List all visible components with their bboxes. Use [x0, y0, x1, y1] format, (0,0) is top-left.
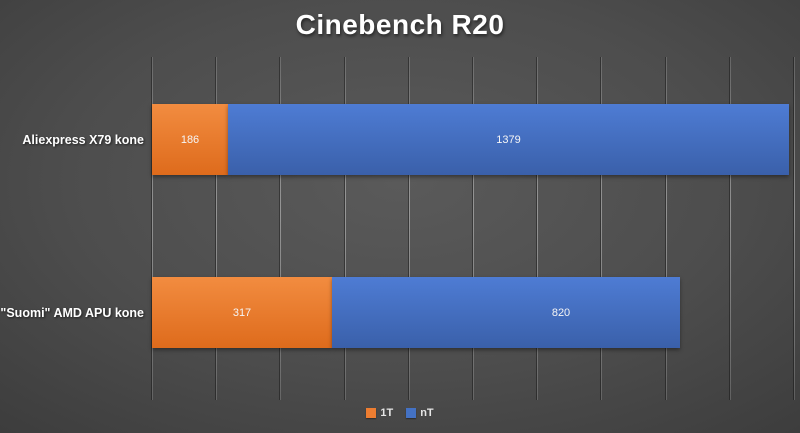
bar-row: 186 1379: [152, 104, 795, 175]
legend: 1T nT: [0, 406, 800, 420]
gridline: [473, 57, 474, 400]
gridline: [216, 57, 217, 400]
plot-area: [152, 57, 795, 400]
bar-value-label: 820: [551, 306, 571, 319]
bar-row: 317 820: [152, 277, 795, 348]
legend-label: 1T: [380, 407, 394, 419]
legend-label: nT: [420, 407, 434, 419]
gridline: [152, 57, 153, 400]
category-label: "Suomi" AMD APU kone: [0, 305, 144, 320]
legend-item: 1T: [366, 407, 393, 419]
legend-item: nT: [406, 407, 434, 419]
bar-value-label: 186: [180, 133, 200, 146]
chart-title: Cinebench R20: [295, 9, 505, 40]
legend-swatch: [406, 408, 417, 418]
gridline: [280, 57, 281, 400]
bar-segment-1t: [152, 277, 332, 348]
bar-value-label: 317: [232, 306, 252, 319]
gridline: [537, 57, 538, 400]
bar-segment-nt: [332, 277, 680, 348]
gridline: [794, 57, 795, 400]
bar-segment-nt: [228, 104, 789, 175]
bar-segment-1t: [152, 104, 228, 175]
gridline: [345, 57, 346, 400]
gridline: [666, 57, 667, 400]
gridline: [730, 57, 731, 400]
gridline: [409, 57, 410, 400]
category-label: Aliexpress X79 kone: [22, 132, 144, 147]
legend-swatch: [366, 408, 377, 418]
gridline: [601, 57, 602, 400]
bar-value-label: 1379: [496, 133, 521, 146]
